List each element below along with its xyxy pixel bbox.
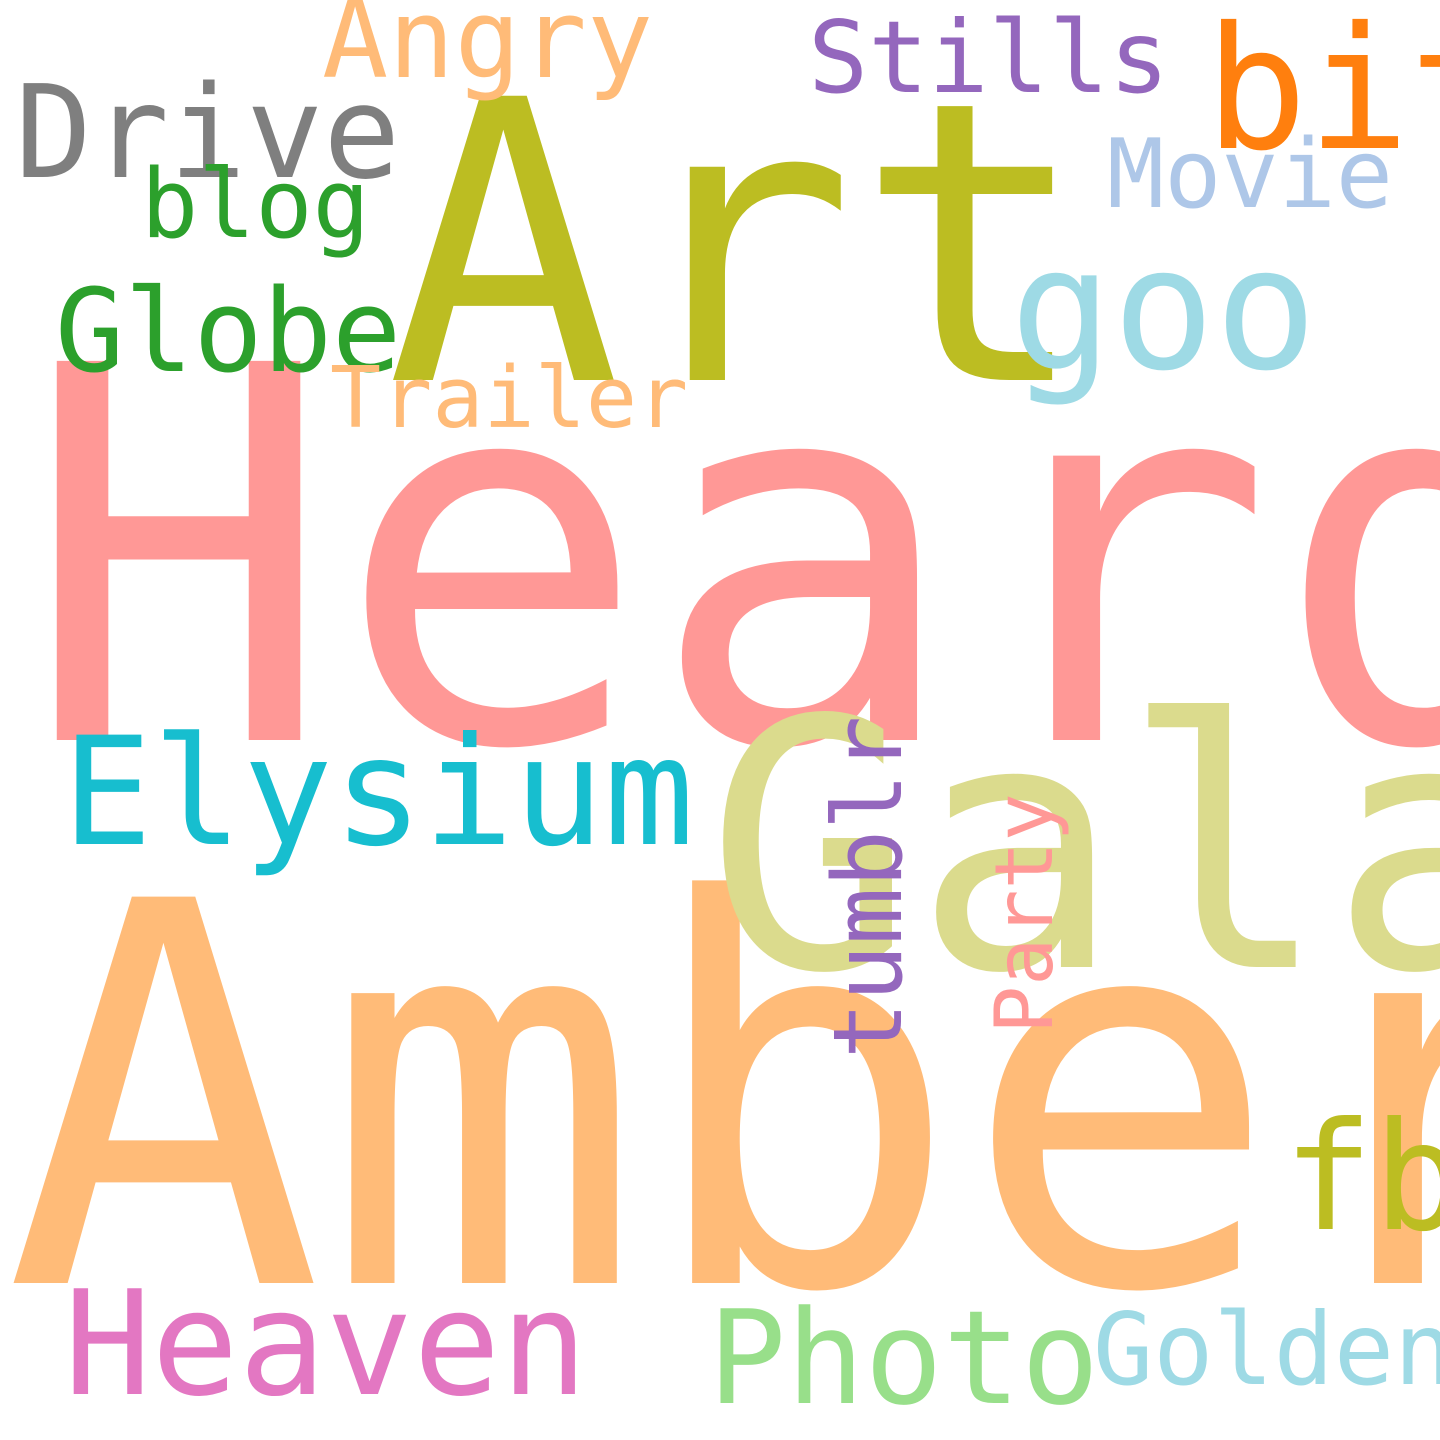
word-drive: Drive [15, 59, 401, 208]
word-blog: blog [141, 150, 370, 260]
word-elysium: Elysium [62, 706, 695, 880]
word-heard: Heard [22, 257, 1440, 863]
word-gala: Gala [706, 648, 1440, 1049]
word-fb: fb [1283, 1091, 1440, 1265]
word-golden: Golden [1093, 1291, 1440, 1408]
word-photo: Photo [708, 1282, 1100, 1434]
word-bit: bit [1205, 0, 1440, 189]
word-art: Art [386, 18, 1091, 472]
word-stills: Stills [808, 0, 1170, 116]
word-party: Party [978, 793, 1071, 1034]
word-heaven: Heaven [64, 1260, 588, 1429]
word-movie: Movie [1107, 120, 1393, 230]
word-angry: Angry [322, 0, 654, 103]
word-amber: Amber [4, 791, 1440, 1408]
word-tumblr: tumblr [814, 715, 924, 1059]
word-globe: Globe [55, 265, 402, 399]
word-trailer: Trailer [330, 349, 689, 448]
word-goo: goo [1010, 211, 1318, 409]
